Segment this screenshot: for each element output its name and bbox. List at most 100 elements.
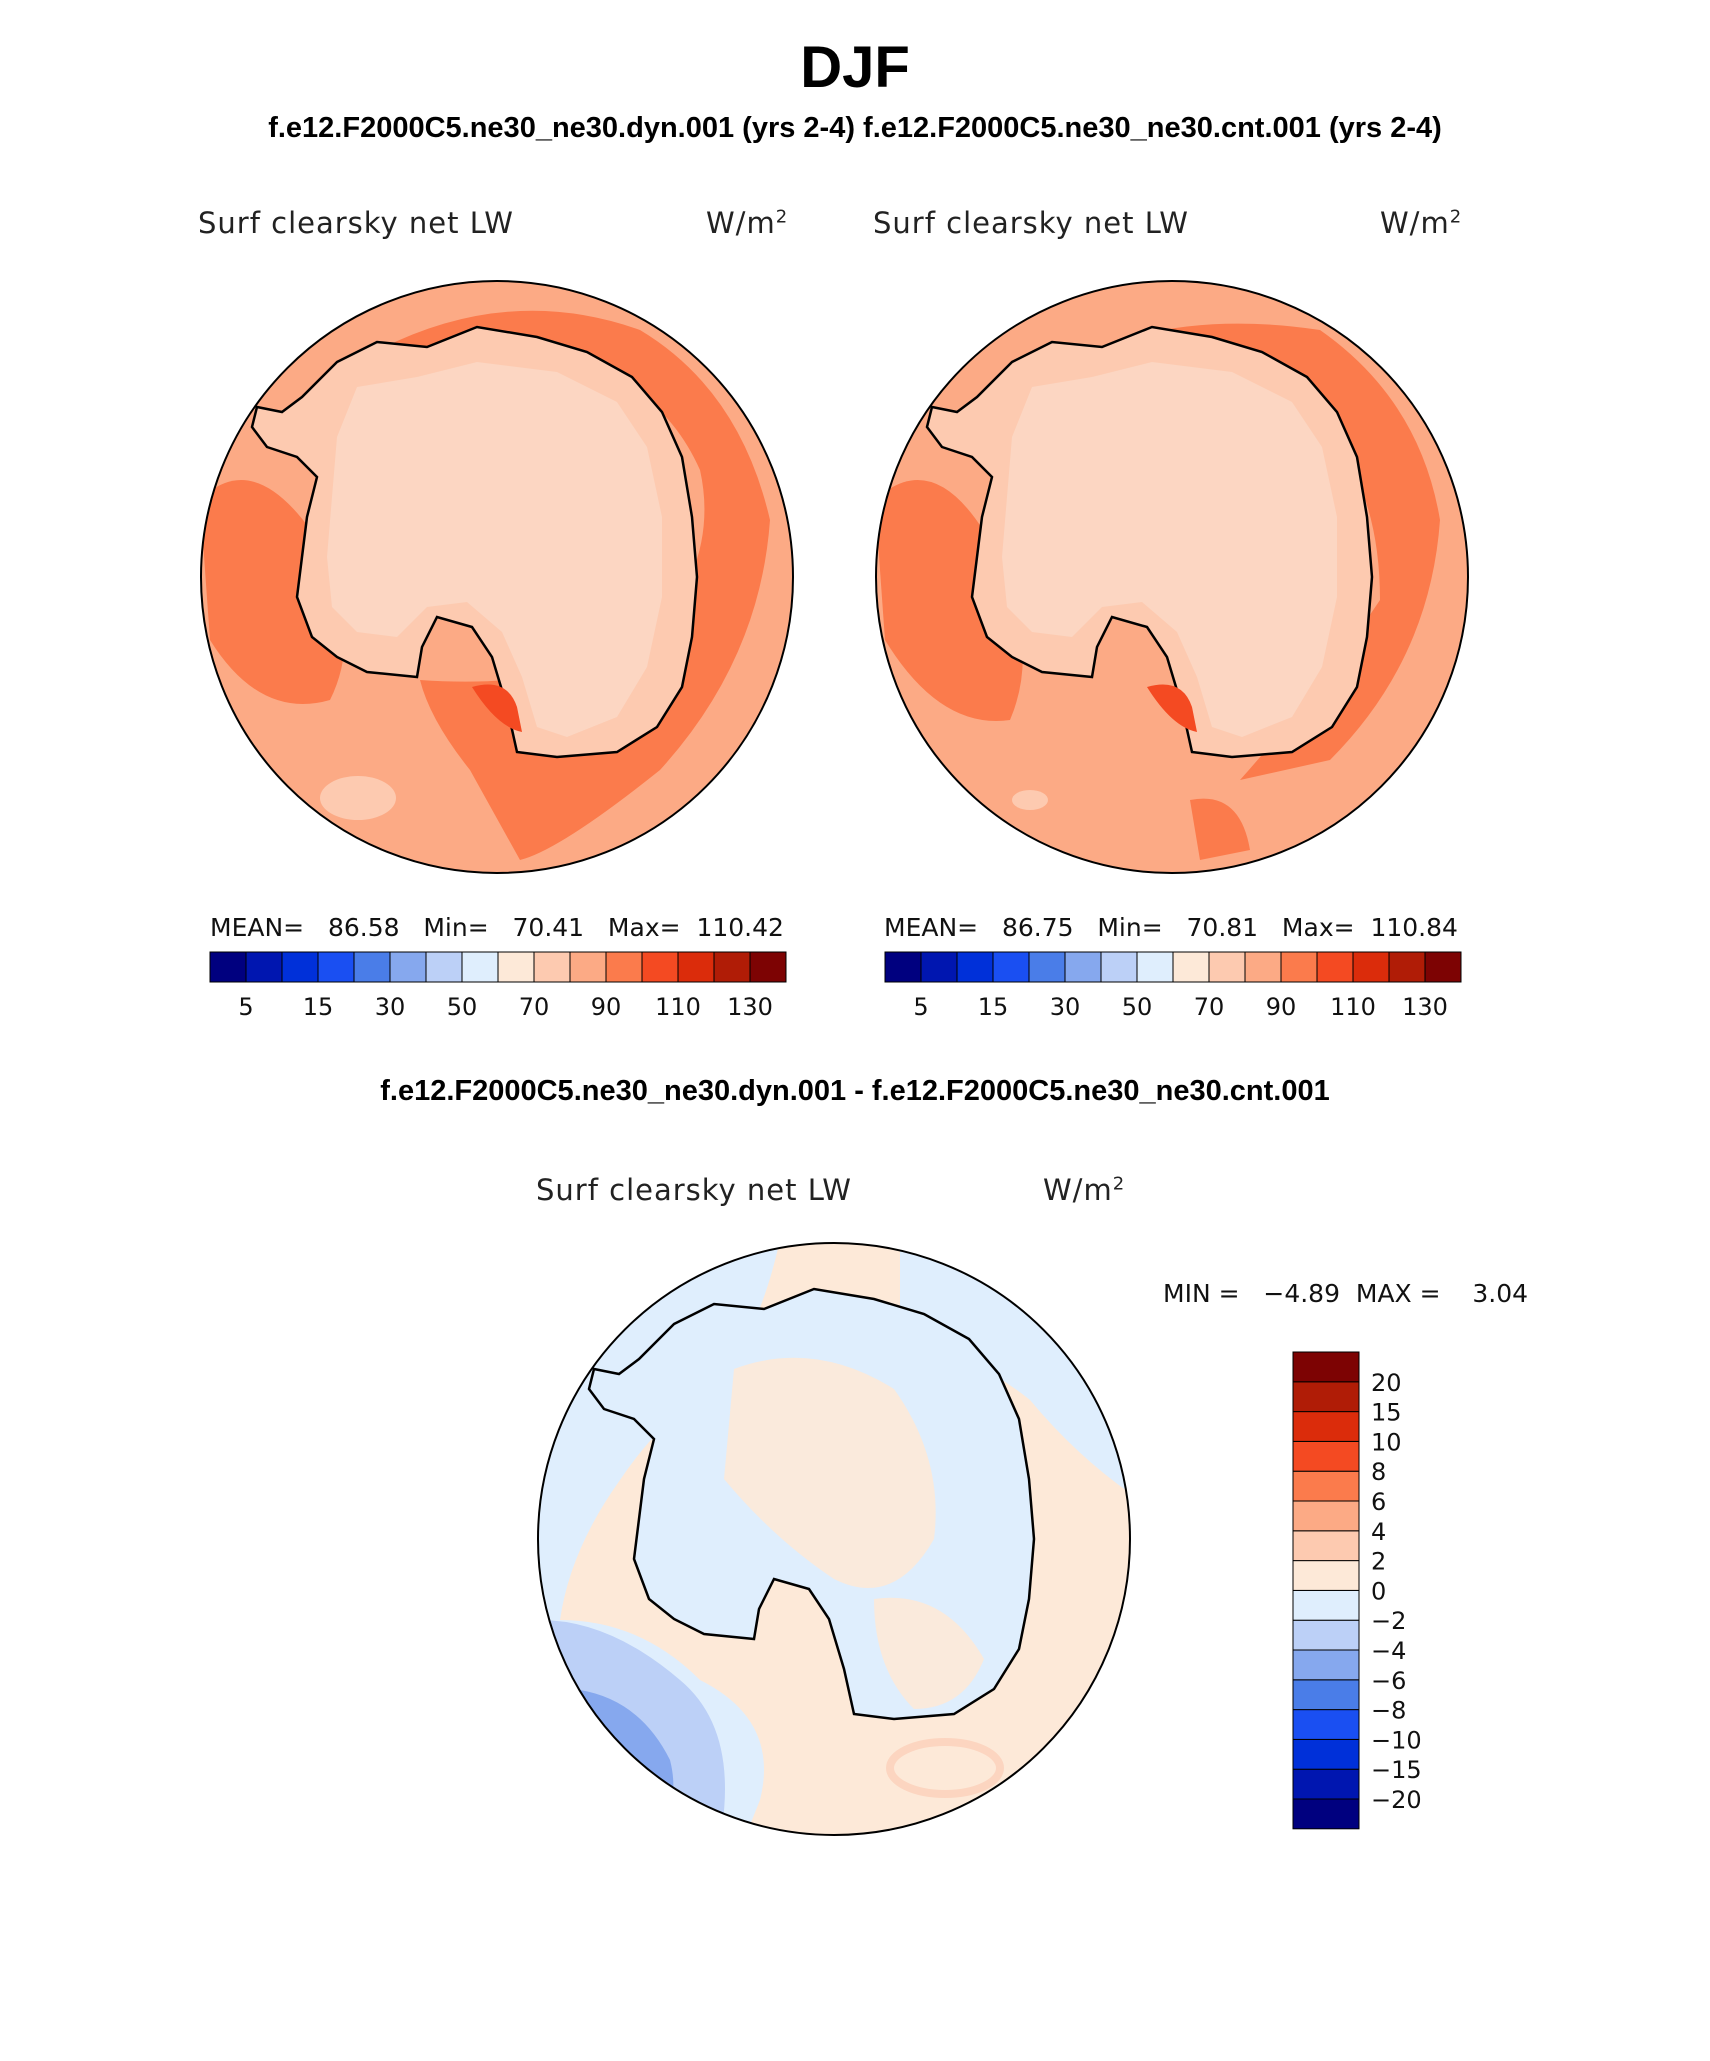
panel1-units-label: W/m2 — [706, 206, 789, 240]
diff-colorbar-tick-label: 15 — [1371, 1399, 1402, 1427]
diff-colorbar-swatch — [1292, 1381, 1360, 1413]
diff-colorbar-tick-label: −20 — [1371, 1786, 1422, 1814]
panel1-colorbar-tick-label: 5 — [238, 993, 253, 1021]
diff-colorbar-tick-label: 0 — [1371, 1577, 1386, 1605]
panel1-colorbar-tick-label: 110 — [655, 993, 701, 1021]
diff-colorbar-tick-label: −15 — [1371, 1756, 1422, 1784]
diff-polar-map — [537, 1242, 1131, 1836]
panel1-warm-band — [360, 310, 770, 860]
panel2-polar-map — [875, 280, 1469, 874]
panel1-variable-label: Surf clearsky net LW — [198, 206, 514, 240]
diff-colorbar-tick-label: 2 — [1371, 1548, 1386, 1576]
panel1-colorbar-swatch — [317, 951, 355, 983]
panel2-colorbar-swatch — [1280, 951, 1318, 983]
panel1-cool-patch — [320, 776, 396, 820]
diff-antarctica-positive-interior — [724, 1357, 936, 1588]
diff-colorbar-tick-label: 8 — [1371, 1458, 1386, 1486]
diff-colorbar-tick-label: −4 — [1371, 1637, 1406, 1665]
diff-map-border — [537, 1242, 1131, 1836]
panel1-colorbar-tick-label: 15 — [303, 993, 334, 1021]
panel2-colorbar-swatch — [1172, 951, 1210, 983]
panel1-colorbar-swatch — [713, 951, 751, 983]
diff-units-label: W/m2 — [1043, 1173, 1126, 1207]
season-title: DJF — [800, 35, 910, 100]
diff-colorbar-swatch — [1292, 1709, 1360, 1740]
diff-positive-patch — [886, 1738, 1004, 1798]
diff-antarctica-positive-east — [874, 1597, 984, 1709]
panel2-colorbar-tick-label: 110 — [1330, 993, 1376, 1021]
diff-min-max-stats: MIN = −4.89 MAX = 3.04 — [1163, 1279, 1529, 1308]
panel1-colorbar-swatch — [605, 951, 643, 983]
panel1-colorbar-tick-label: 90 — [591, 993, 622, 1021]
panel1-colorbar-swatch — [641, 951, 679, 983]
diff-colorbar-tick-label: 20 — [1371, 1369, 1402, 1397]
panel2-stats: MEAN= 86.75 Min= 70.81 Max= 110.84 — [884, 913, 1458, 942]
diff-colorbar-swatch — [1292, 1738, 1360, 1770]
panel2-colorbar-swatch — [884, 951, 922, 983]
panel1-colorbar-swatch — [425, 951, 463, 983]
panel2-colorbar-swatch — [1208, 951, 1246, 983]
panel2-colorbar-swatch — [1100, 951, 1138, 983]
panel1-colorbar-tick-label: 70 — [519, 993, 550, 1021]
panel2-colorbar-swatch — [1136, 951, 1174, 983]
diff-colorbar-swatch — [1292, 1798, 1360, 1830]
panel1-map-border — [200, 280, 794, 874]
panel2-colorbar-tick-label: 30 — [1050, 993, 1081, 1021]
panel2-colorbar: 5 15 30 50 70 90 110 130 — [884, 951, 1462, 1021]
diff-colorbar-tick-label: −6 — [1371, 1667, 1406, 1695]
diff-colorbar-tick-label: −10 — [1371, 1726, 1422, 1754]
panel2-colorbar-swatch — [956, 951, 994, 983]
panel1-colorbar: 5 15 30 50 70 90 110 130 — [209, 951, 787, 1021]
panel2-ross-sea-hotspot — [1147, 684, 1197, 732]
panel2-map-border — [875, 280, 1469, 874]
panel1-colorbar-swatch — [461, 951, 499, 983]
panel1-colorbar-swatch — [281, 951, 319, 983]
diff-colorbar-swatch — [1292, 1500, 1360, 1532]
diff-colorbar-swatch — [1292, 1560, 1360, 1591]
difference-title: f.e12.F2000C5.ne30_ne30.dyn.001 - f.e12.… — [380, 1075, 1330, 1107]
panel2-colorbar-swatch — [1028, 951, 1066, 983]
diff-colorbar-tick-label: 6 — [1371, 1488, 1386, 1516]
panel1-colorbar-swatch — [569, 951, 607, 983]
panel1-ross-sea-hotspot — [472, 684, 522, 732]
panel2-colorbar-swatch — [1064, 951, 1102, 983]
panel1-colorbar-tick-label: 30 — [375, 993, 406, 1021]
panel2-colorbar-tick-label: 5 — [913, 993, 928, 1021]
diff-colorbar-swatch — [1292, 1411, 1360, 1442]
diff-colorbar-swatch — [1292, 1440, 1360, 1472]
diff-colorbar-swatch — [1292, 1589, 1360, 1621]
panel2-colorbar-swatch — [1316, 951, 1354, 983]
panel2-colorbar-tick-label: 15 — [978, 993, 1009, 1021]
panel2-colorbar-swatch — [1388, 951, 1426, 983]
diff-colorbar-tick-label: −8 — [1371, 1697, 1406, 1725]
panel1-colorbar-swatch — [749, 951, 787, 983]
panel2-colorbar-tick-label: 70 — [1194, 993, 1225, 1021]
panel2-colorbar-swatch — [1352, 951, 1390, 983]
panel1-colorbar-swatch — [533, 951, 571, 983]
diff-colorbar-swatch — [1292, 1351, 1360, 1383]
panel2-colorbar-tick-label: 50 — [1122, 993, 1153, 1021]
diff-colorbar-swatch — [1292, 1649, 1360, 1681]
panel2-colorbar-swatch — [992, 951, 1030, 983]
panel2-colorbar-tick-label: 90 — [1266, 993, 1297, 1021]
diff-colorbar-tick-label: −2 — [1371, 1607, 1406, 1635]
panel2-colorbar-swatch — [1244, 951, 1282, 983]
panel2-cool-patch — [1012, 790, 1048, 810]
diff-colorbar-swatch — [1292, 1768, 1360, 1800]
diff-colorbar-swatch — [1292, 1470, 1360, 1502]
panel1-colorbar-swatch — [209, 951, 247, 983]
diff-colorbar-tick-label: 4 — [1371, 1518, 1386, 1546]
panel2-colorbar-swatch — [1424, 951, 1462, 983]
diff-colorbar-tick-label: 10 — [1371, 1428, 1402, 1456]
panel2-units-label: W/m2 — [1380, 206, 1463, 240]
case-titles: f.e12.F2000C5.ne30_ne30.dyn.001 (yrs 2-4… — [268, 112, 1442, 144]
diff-colorbar-swatch — [1292, 1530, 1360, 1562]
panel1-polar-map — [200, 280, 794, 874]
panel1-colorbar-swatch — [245, 951, 283, 983]
panel1-stats: MEAN= 86.58 Min= 70.41 Max= 110.42 — [210, 913, 784, 942]
panel1-colorbar-swatch — [353, 951, 391, 983]
diff-colorbar-swatch — [1292, 1619, 1360, 1651]
panel2-colorbar-swatch — [920, 951, 958, 983]
